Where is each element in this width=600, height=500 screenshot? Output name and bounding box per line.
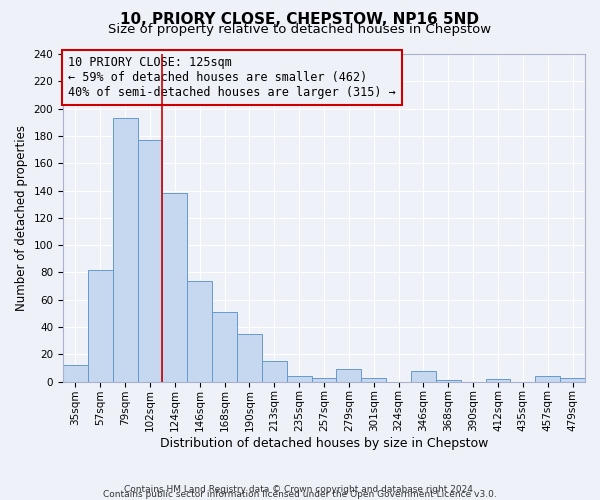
- Text: 10 PRIORY CLOSE: 125sqm
← 59% of detached houses are smaller (462)
40% of semi-d: 10 PRIORY CLOSE: 125sqm ← 59% of detache…: [68, 56, 396, 98]
- Y-axis label: Number of detached properties: Number of detached properties: [15, 125, 28, 311]
- Bar: [560, 378, 585, 382]
- Bar: [262, 361, 287, 382]
- Bar: [485, 379, 511, 382]
- Bar: [63, 366, 88, 382]
- Bar: [163, 194, 187, 382]
- Bar: [361, 378, 386, 382]
- Bar: [535, 376, 560, 382]
- Bar: [187, 280, 212, 382]
- Bar: [337, 370, 361, 382]
- Text: 10, PRIORY CLOSE, CHEPSTOW, NP16 5ND: 10, PRIORY CLOSE, CHEPSTOW, NP16 5ND: [121, 12, 479, 28]
- Bar: [212, 312, 237, 382]
- Text: Size of property relative to detached houses in Chepstow: Size of property relative to detached ho…: [109, 22, 491, 36]
- X-axis label: Distribution of detached houses by size in Chepstow: Distribution of detached houses by size …: [160, 437, 488, 450]
- Text: Contains HM Land Registry data © Crown copyright and database right 2024.: Contains HM Land Registry data © Crown c…: [124, 484, 476, 494]
- Bar: [113, 118, 137, 382]
- Bar: [436, 380, 461, 382]
- Bar: [311, 378, 337, 382]
- Bar: [88, 270, 113, 382]
- Bar: [237, 334, 262, 382]
- Bar: [411, 371, 436, 382]
- Text: Contains public sector information licensed under the Open Government Licence v3: Contains public sector information licen…: [103, 490, 497, 499]
- Bar: [287, 376, 311, 382]
- Bar: [137, 140, 163, 382]
